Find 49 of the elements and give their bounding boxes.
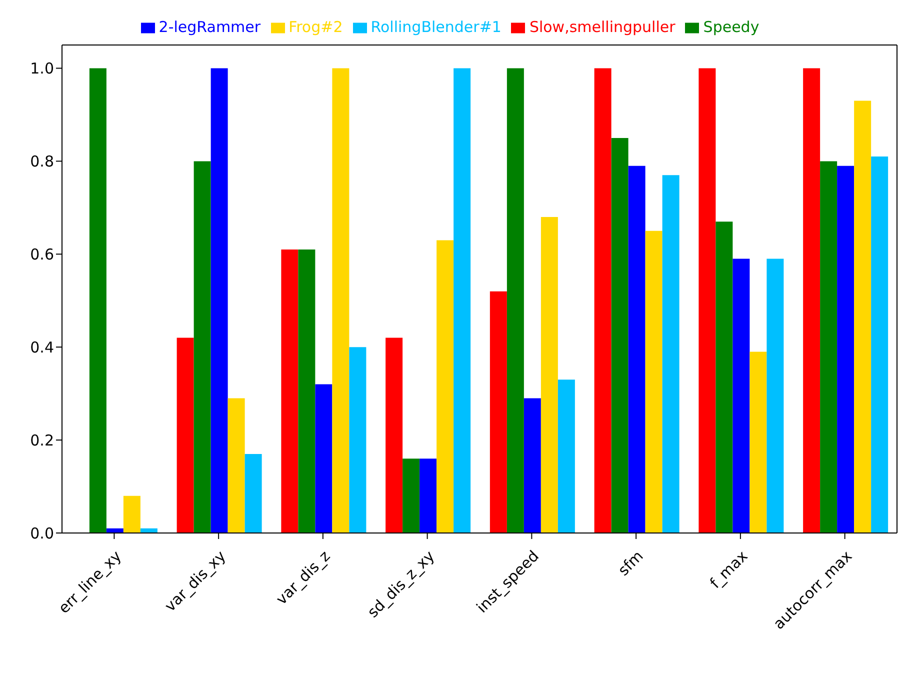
bar [490, 291, 507, 533]
bar [176, 338, 194, 533]
y-tick-label: 0.6 [30, 245, 54, 264]
bar [281, 249, 298, 533]
bar [210, 68, 228, 533]
bar [402, 458, 420, 533]
bar [436, 240, 454, 533]
bar [803, 68, 820, 533]
bar [228, 398, 245, 533]
y-tick-label: 0.4 [30, 338, 54, 356]
bar [837, 166, 854, 533]
bar [123, 496, 140, 533]
bar [820, 161, 838, 533]
bar [454, 68, 471, 533]
bar [594, 68, 612, 533]
bar [332, 68, 350, 533]
bar [540, 216, 558, 533]
y-tick-label: 0.2 [30, 431, 54, 450]
legend-label: RollingBlender#1 [370, 18, 502, 36]
bar [716, 222, 733, 533]
bar [349, 347, 366, 533]
x-tick-label: sfm [614, 547, 647, 580]
bar [524, 398, 541, 533]
bar [315, 384, 332, 533]
bar [854, 100, 872, 533]
legend-label: 2-legRammer [158, 18, 261, 36]
bar [386, 338, 403, 533]
legend-label: Frog#2 [288, 18, 343, 36]
bar [662, 175, 680, 533]
legend-label: Slow,smellingpuller [529, 18, 676, 36]
bar [558, 380, 575, 533]
bar [628, 166, 646, 533]
bar [89, 68, 106, 533]
bar [750, 352, 767, 533]
y-tick-label: 1.0 [30, 60, 54, 78]
bar [645, 230, 662, 533]
bar [698, 68, 716, 533]
bar [420, 458, 437, 533]
bar [766, 258, 784, 533]
legend-label: Speedy [703, 18, 760, 36]
bar [732, 258, 750, 533]
bar [506, 68, 524, 533]
bar [871, 156, 888, 533]
y-tick-label: 0.0 [30, 524, 54, 542]
bar [611, 138, 628, 533]
bar [298, 249, 316, 533]
bar [244, 454, 262, 533]
y-tick-label: 0.8 [30, 152, 54, 171]
bar [194, 161, 211, 533]
